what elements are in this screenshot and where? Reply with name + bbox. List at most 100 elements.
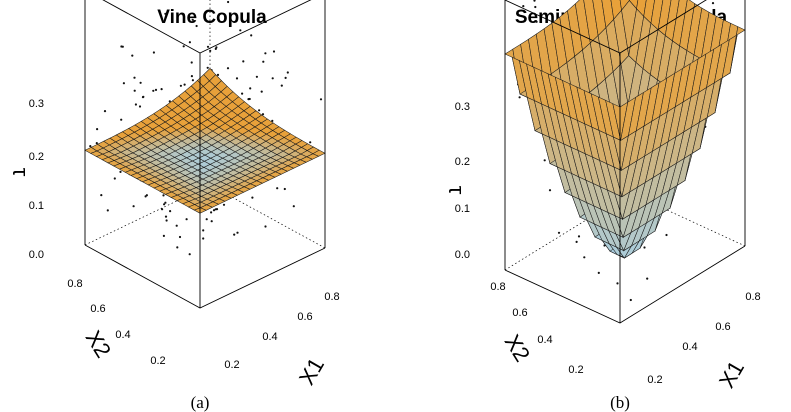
scatter-point	[164, 201, 167, 204]
scatter-point	[214, 208, 217, 211]
plot-area: 0.2 0.4 0.6 0.8 0.2 0.4 0.6 0.8 0.0 0.1 0.2 0.3	[455, 0, 761, 386]
scatter-point	[185, 218, 188, 221]
x-tick-label: 0.6	[297, 311, 312, 323]
scatter-point	[209, 49, 212, 53]
scatter-point	[214, 47, 217, 51]
x-axis-label: X1	[714, 356, 749, 392]
scatter-point	[120, 45, 123, 48]
scatter-point	[597, 271, 600, 274]
scatter-point	[122, 82, 125, 85]
surface-cell	[643, 0, 655, 24]
panel-caption: (a)	[191, 393, 210, 412]
box-floor-front-edge	[84, 244, 326, 309]
scatter-point	[283, 187, 286, 191]
scatter-point	[534, 5, 537, 9]
scatter-point	[133, 76, 136, 79]
scatter-point	[616, 282, 619, 285]
scatter-point	[557, 231, 561, 234]
plot-area: 0.2 0.4 0.6 0.8 0.2 0.4 0.6 0.8 0.0 0.1 0.2 0.3	[29, 0, 340, 371]
x-tick-label: 0.2	[224, 359, 239, 371]
surface-cell	[650, 0, 664, 31]
scatter-point	[262, 60, 265, 63]
scatter-point	[603, 244, 606, 247]
scatter-point	[191, 79, 194, 82]
scatter-point	[261, 113, 265, 116]
scatter-point	[106, 209, 109, 212]
x-axis-label: X1	[294, 353, 329, 389]
scatter-point	[182, 45, 185, 48]
y-tick-label: 0.2	[568, 364, 583, 376]
z-tick-label: 0.2	[29, 151, 44, 163]
scatter-point	[168, 100, 171, 103]
box-top-front-edge	[102, 0, 312, 54]
z-axis-label: τ	[8, 168, 33, 177]
x-tick-label: 0.4	[682, 341, 697, 353]
y-tick-label: 0.4	[115, 329, 130, 341]
scatter-point	[241, 92, 244, 95]
scatter-point	[205, 218, 208, 221]
z-tick-label: 0.3	[29, 98, 44, 110]
scatter-point	[518, 96, 521, 99]
scatter-point	[271, 77, 274, 80]
scatter-point	[175, 224, 178, 227]
scatter-point	[309, 141, 312, 144]
x-tick-label: 0.2	[647, 374, 662, 386]
scatter-point	[133, 89, 136, 92]
scatter-point	[190, 61, 193, 64]
z-tick-label: 0.1	[29, 200, 44, 212]
chart-title: Vine Copula	[157, 7, 267, 28]
box-back-floor-edge	[504, 192, 746, 271]
scatter-point	[284, 76, 287, 79]
scatter-point	[178, 235, 182, 239]
x-tick-label: 0.8	[324, 291, 339, 303]
scatter-point	[119, 170, 122, 173]
scatter-point	[522, 5, 525, 8]
scatter-point	[319, 98, 323, 101]
scatter-point	[249, 87, 252, 90]
scatter-point	[132, 205, 135, 208]
scatter-point	[165, 219, 168, 222]
scatter-point	[260, 90, 263, 93]
scatter-point	[212, 209, 216, 212]
y-axis-label: X2	[500, 330, 535, 366]
scatter-point	[154, 88, 158, 91]
scatter-point	[216, 73, 220, 76]
scatter-point	[191, 18, 194, 21]
y-tick-label: 0.6	[512, 307, 527, 319]
scatter-point	[206, 66, 209, 69]
scatter-point	[643, 246, 646, 249]
y-tick-label: 0.2	[150, 355, 165, 367]
z-tick-label: 0.1	[455, 203, 470, 215]
scatter-point	[202, 229, 205, 232]
scatter-point	[138, 105, 142, 108]
scatter-point	[190, 75, 193, 78]
scatter-point	[543, 159, 546, 162]
scatter-point	[548, 189, 552, 192]
scatter-point	[195, 24, 198, 28]
panel-caption: (b)	[610, 393, 630, 412]
z-tick-label: 0.2	[455, 156, 470, 168]
surface-cell	[629, 0, 639, 10]
box-top-front-edge	[504, 0, 707, 54]
scatter-point	[162, 194, 165, 197]
panel-semiparametric-copula: Semiparametric Copula 0.20.40.60.80.20.4…	[444, 0, 761, 412]
scatter-point	[242, 60, 245, 63]
y-axis-label: X2	[81, 326, 116, 362]
scatter-point	[227, 0, 230, 4]
panel-vine-copula: Vine Copula 0.20.40.60.80.20.40.60.80.00…	[8, 0, 340, 412]
scatter-point	[96, 128, 99, 131]
scatter-point	[250, 34, 253, 37]
scatter-point	[222, 203, 226, 206]
scatter-point	[162, 234, 165, 237]
scatter-point	[183, 83, 186, 86]
scatter-point	[169, 210, 172, 213]
scatter-point	[629, 298, 632, 302]
scatter-point	[233, 233, 236, 236]
scatter-point	[271, 119, 274, 122]
scatter-point	[235, 77, 239, 80]
scatter-point	[665, 233, 668, 237]
scatter-point	[258, 109, 261, 112]
scatter-point	[100, 194, 103, 197]
scatter-point	[145, 194, 148, 197]
